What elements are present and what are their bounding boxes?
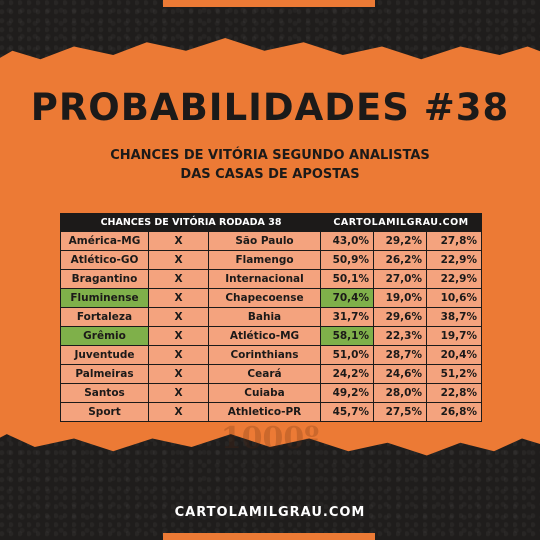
home-team-cell: Palmeiras [61,365,149,383]
versus-cell: X [149,270,209,288]
away-team-cell: Bahia [209,308,321,326]
versus-cell: X [149,289,209,307]
home-team-cell: Juventude [61,346,149,364]
versus-cell: X [149,365,209,383]
table-header-right: CARTOLAMILGRAU.COM [333,217,469,228]
away-team-cell: São Paulo [209,232,321,250]
away-team-cell: Flamengo [209,251,321,269]
bottom-accent-strip [163,533,375,540]
table-row: Grêmio X Atlético-MG 58,1% 22,3% 19,7% [61,326,481,345]
versus-cell: X [149,308,209,326]
draw-probability: 27,5% [374,403,427,421]
home-win-probability: 43,0% [321,232,374,250]
draw-probability: 26,2% [374,251,427,269]
away-win-probability: 51,2% [440,368,477,380]
away-team-cell: Internacional [209,270,321,288]
versus-cell: X [149,403,209,421]
home-win-probability: 51,0% [321,346,374,364]
table-body: América-MG X São Paulo 43,0% 29,2% 27,8% Atlét… [61,231,481,421]
table-row: Bragantino X Internacional 50,1% 27,0% 22,9% [61,269,481,288]
watermark-text: 1000º [221,421,320,456]
home-team-cell: América-MG [61,232,149,250]
table-row: Sport X Athletico-PR 45,7% 27,5% 26,8% [61,402,481,421]
footer-site: CARTOLAMILGRAU.COM [174,505,366,520]
home-win-probability: 50,1% [321,270,374,288]
table-row: Juventude X Corinthians 51,0% 28,7% 20,4% [61,345,481,364]
page-subtitle: CHANCES DE VITÓRIA SEGUNDO ANALISTAS DAS… [0,146,540,184]
draw-probability: 29,2% [374,232,427,250]
home-win-probability: 58,1% [321,327,374,345]
away-win-probability: 26,8% [440,406,477,418]
subtitle-line-2: DAS CASAS DE APOSTAS [180,167,360,182]
home-team-cell: Sport [61,403,149,421]
away-win-probability: 38,7% [440,311,477,323]
away-win-probability: 22,9% [440,254,477,266]
probabilities-table: CHANCES DE VITÓRIA RODADA 38 CARTOLAMILG… [60,213,482,422]
draw-probability: 28,0% [374,384,427,402]
table-row: Fortaleza X Bahia 31,7% 29,6% 38,7% [61,307,481,326]
draw-probability: 19,0% [374,289,427,307]
home-team-cell: Santos [61,384,149,402]
table-row: Palmeiras X Ceará 24,2% 24,6% 51,2% [61,364,481,383]
away-win-probability: 19,7% [440,330,477,342]
home-win-probability: 49,2% [321,384,374,402]
away-team-cell: Atlético-MG [209,327,321,345]
away-win-probability: 20,4% [440,349,477,361]
table-header: CHANCES DE VITÓRIA RODADA 38 CARTOLAMILG… [61,214,481,231]
page-title: PROBABILIDADES #38 [30,86,510,129]
away-team-cell: Corinthians [209,346,321,364]
away-win-probability: 10,6% [440,292,477,304]
table-row: América-MG X São Paulo 43,0% 29,2% 27,8% [61,231,481,250]
home-team-cell: Bragantino [61,270,149,288]
away-team-cell: Chapecoense [209,289,321,307]
draw-probability: 27,0% [374,270,427,288]
table-row: Atlético-GO X Flamengo 50,9% 26,2% 22,9% [61,250,481,269]
versus-cell: X [149,232,209,250]
versus-cell: X [149,327,209,345]
away-win-probability: 27,8% [440,235,477,247]
table-header-left: CHANCES DE VITÓRIA RODADA 38 [100,217,282,228]
versus-cell: X [149,251,209,269]
away-win-probability: 22,8% [440,387,477,399]
home-team-cell: Fortaleza [61,308,149,326]
away-team-cell: Cuiaba [209,384,321,402]
table-row: Santos X Cuiaba 49,2% 28,0% 22,8% [61,383,481,402]
away-team-cell: Ceará [209,365,321,383]
home-team-cell: Fluminense [61,289,149,307]
draw-probability: 22,3% [374,327,427,345]
home-win-probability: 31,7% [321,308,374,326]
versus-cell: X [149,346,209,364]
home-team-cell: Atlético-GO [61,251,149,269]
top-accent-strip [163,0,375,7]
subtitle-line-1: CHANCES DE VITÓRIA SEGUNDO ANALISTAS [110,148,430,163]
home-win-probability: 45,7% [321,403,374,421]
home-win-probability: 70,4% [321,289,374,307]
draw-probability: 24,6% [374,365,427,383]
draw-probability: 28,7% [374,346,427,364]
away-team-cell: Athletico-PR [209,403,321,421]
home-team-cell: Grêmio [61,327,149,345]
table-row: Fluminense X Chapecoense 70,4% 19,0% 10,6% [61,288,481,307]
away-win-probability: 22,9% [440,273,477,285]
draw-probability: 29,6% [374,308,427,326]
home-win-probability: 24,2% [321,365,374,383]
home-win-probability: 50,9% [321,251,374,269]
versus-cell: X [149,384,209,402]
